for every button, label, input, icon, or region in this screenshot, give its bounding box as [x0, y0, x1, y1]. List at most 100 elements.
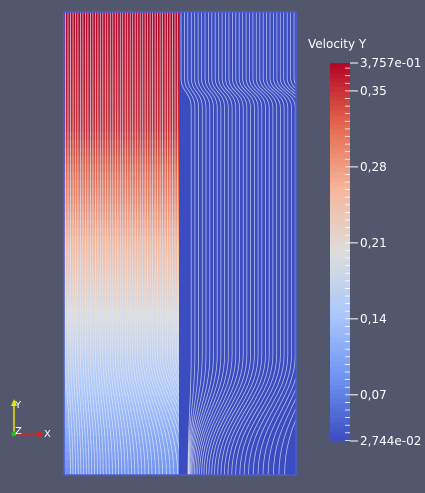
velocity-band	[64, 332, 179, 341]
colorbar-segment	[330, 105, 350, 111]
streamline	[137, 12, 160, 475]
colorbar-segment	[330, 129, 350, 135]
colorbar-segment	[330, 261, 350, 267]
streamline	[99, 12, 110, 475]
colorbar-segment	[330, 77, 350, 83]
y-axis-arrowhead	[11, 399, 17, 406]
streamline	[92, 12, 101, 475]
streamline	[75, 12, 82, 475]
velocity-band	[64, 196, 179, 205]
streamline	[147, 12, 175, 475]
velocity-band	[64, 140, 179, 149]
streamline	[152, 12, 179, 451]
velocity-band	[64, 28, 179, 37]
colorbar-segment	[330, 351, 350, 357]
streamline	[134, 12, 156, 475]
colorbar-segment	[330, 355, 350, 362]
colorbar-segment	[330, 252, 350, 258]
colorbar-tick-labels: 0,35 0,28 0,21 0,14 0,07	[350, 84, 387, 402]
colorbar-segment	[330, 256, 350, 263]
colorbar-segment	[330, 204, 350, 211]
streamline	[169, 12, 179, 388]
streamline	[239, 12, 281, 475]
colorbar-segment	[330, 393, 350, 400]
colorbar-segment	[330, 431, 350, 437]
streamline	[220, 12, 263, 475]
colorbar-min-label: 2,744e-02	[360, 434, 421, 448]
colorbar-segment	[330, 200, 350, 206]
colorbar-segment	[330, 100, 350, 107]
colorbar-segment	[330, 133, 350, 140]
streamline	[132, 12, 153, 475]
streamline	[112, 12, 126, 475]
colorbar-segment	[330, 332, 350, 338]
colorbar-segment	[330, 313, 350, 319]
streamline	[217, 12, 259, 475]
colorbar-segment	[330, 91, 350, 97]
velocity-band	[64, 364, 179, 373]
colorbar-segment	[330, 247, 350, 253]
colorbar-segment	[330, 280, 350, 286]
colorbar-segment	[330, 285, 350, 291]
colorbar-segment	[330, 346, 350, 352]
velocity-band	[64, 164, 179, 173]
colorbar-segment	[330, 398, 350, 404]
velocity-band	[64, 268, 179, 277]
streamline	[195, 12, 225, 475]
streamline	[257, 12, 296, 475]
velocity-band	[64, 36, 179, 45]
colorbar-segment	[330, 190, 350, 196]
colorbar-segment	[330, 86, 350, 92]
colorbar-segment	[330, 407, 350, 414]
colorbar-max-label: 3,757e-01	[360, 56, 421, 70]
colorbar-segment	[330, 223, 350, 229]
x-axis-arrowhead	[38, 431, 44, 437]
streamline	[114, 12, 129, 475]
colorbar-segment	[330, 308, 350, 315]
colorbar-segment	[330, 337, 350, 343]
streamline	[243, 12, 285, 475]
colorbar-segment	[330, 171, 350, 177]
velocity-band	[64, 444, 179, 453]
streamline	[284, 12, 296, 475]
velocity-band	[64, 20, 179, 29]
velocity-band	[64, 300, 179, 309]
colorbar-segment	[330, 81, 350, 88]
colorbar-tick-label: 0,35	[360, 84, 387, 98]
colorbar-segment	[330, 195, 350, 201]
colorbar-segment	[330, 157, 350, 163]
streamline	[191, 12, 214, 475]
streamline	[167, 12, 179, 394]
velocity-band	[64, 316, 179, 325]
colorbar-segment	[330, 322, 350, 329]
streamline	[139, 12, 164, 475]
velocity-band	[64, 244, 179, 253]
colorbar-tick-label: 0,21	[360, 236, 387, 250]
colorbar-segment	[330, 110, 350, 116]
streamline	[223, 12, 266, 475]
velocity-band	[64, 132, 179, 141]
streamline	[197, 12, 229, 475]
domain-outline	[63, 11, 297, 476]
velocity-band	[64, 60, 179, 69]
velocity-band	[64, 92, 179, 101]
velocity-band	[64, 204, 179, 213]
streamline	[117, 12, 132, 475]
streamline	[142, 12, 167, 475]
streamline	[208, 12, 248, 475]
velocity-band	[64, 172, 179, 181]
streamline	[80, 12, 87, 475]
colorbar-segment	[330, 143, 350, 149]
velocity-band	[64, 340, 179, 349]
streamline	[187, 12, 199, 475]
z-axis-label: Z	[15, 426, 22, 437]
colorbar-segment	[330, 289, 350, 296]
colorbar-segment	[330, 374, 350, 381]
streamline	[252, 12, 292, 475]
velocity-band	[64, 44, 179, 53]
colorbar-segment	[330, 181, 350, 187]
z-axis-marker	[11, 431, 17, 437]
colorbar-segment	[330, 63, 350, 69]
velocity-band	[64, 188, 179, 197]
